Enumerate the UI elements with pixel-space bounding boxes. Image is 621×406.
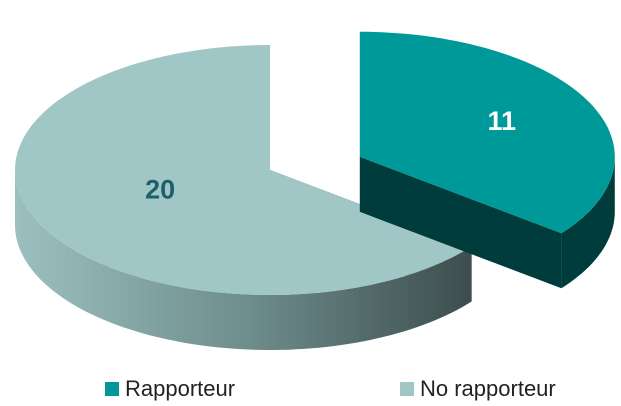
data-label: 11 [487, 106, 516, 136]
data-label: 20 [145, 175, 175, 205]
legend-label: Rapporteur [125, 376, 235, 401]
slice-side [561, 156, 615, 289]
legend-label: No rapporteur [420, 376, 556, 401]
slice-face [359, 156, 562, 289]
legend-swatch [105, 382, 119, 396]
slice-side [15, 170, 472, 350]
slice-top [15, 45, 472, 295]
slice-top [359, 31, 615, 234]
legend-swatch [400, 382, 414, 396]
